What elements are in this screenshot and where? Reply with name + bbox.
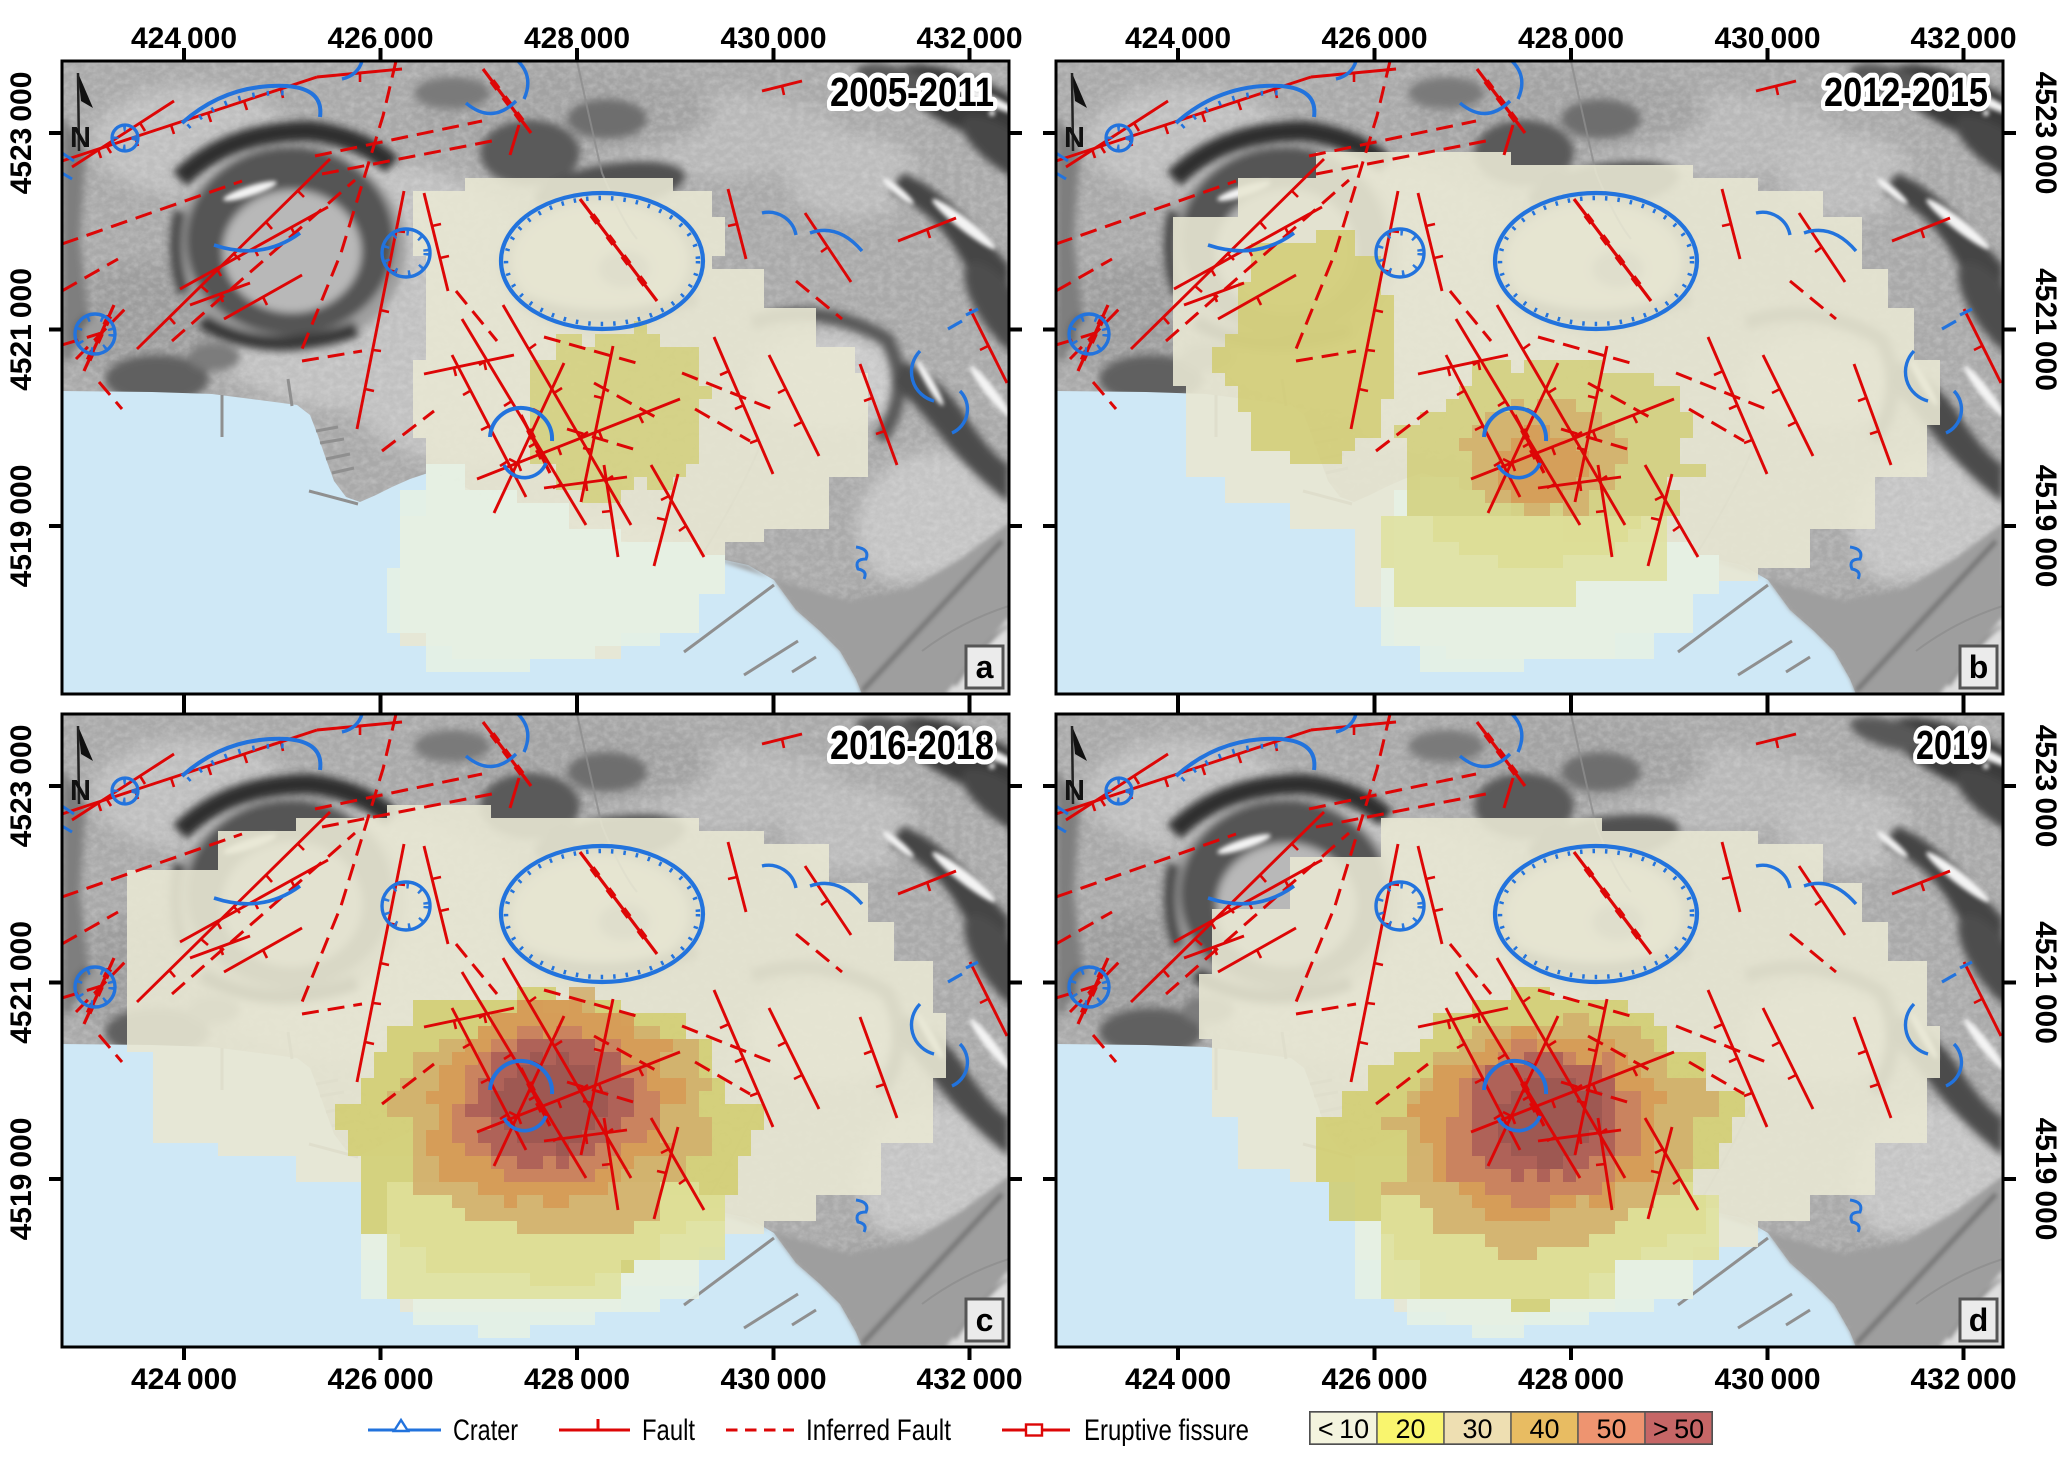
svg-text:428 000: 428 000: [524, 1363, 630, 1396]
svg-text:424 000: 424 000: [1125, 1363, 1231, 1396]
svg-text:4519 000: 4519 000: [2029, 465, 2062, 588]
svg-text:430 000: 430 000: [720, 1363, 826, 1396]
svg-text:a: a: [976, 649, 994, 685]
svg-text:4523 000: 4523 000: [2029, 72, 2062, 195]
svg-text:b: b: [1969, 649, 1989, 685]
svg-text:424 000: 424 000: [131, 22, 237, 55]
svg-text:428 000: 428 000: [524, 22, 630, 55]
svg-text:432 000: 432 000: [916, 1363, 1022, 1396]
svg-text:2016-2018: 2016-2018: [830, 722, 994, 768]
svg-text:432 000: 432 000: [916, 22, 1022, 55]
svg-text:< 10: < 10: [1318, 1414, 1369, 1444]
svg-text:432 000: 432 000: [1910, 1363, 2016, 1396]
svg-text:426 000: 426 000: [327, 22, 433, 55]
svg-text:428 000: 428 000: [1518, 1363, 1624, 1396]
svg-text:424 000: 424 000: [131, 1363, 237, 1396]
svg-text:4521 000: 4521 000: [2029, 268, 2062, 391]
svg-text:> 50: > 50: [1653, 1414, 1704, 1444]
svg-text:40: 40: [1529, 1414, 1559, 1444]
svg-text:432 000: 432 000: [1910, 22, 2016, 55]
svg-text:430 000: 430 000: [720, 22, 826, 55]
svg-text:428 000: 428 000: [1518, 22, 1624, 55]
svg-text:4519 000: 4519 000: [5, 465, 38, 588]
svg-text:50: 50: [1596, 1414, 1626, 1444]
svg-text:Fault: Fault: [642, 1414, 696, 1447]
svg-text:2019: 2019: [1916, 722, 1988, 768]
svg-text:4521 000: 4521 000: [5, 268, 38, 391]
svg-text:4521 000: 4521 000: [5, 921, 38, 1044]
svg-text:426 000: 426 000: [1321, 1363, 1427, 1396]
svg-text:426 000: 426 000: [327, 1363, 433, 1396]
svg-text:30: 30: [1462, 1414, 1492, 1444]
svg-text:2012-2015: 2012-2015: [1824, 69, 1988, 115]
svg-text:4521 000: 4521 000: [2029, 921, 2062, 1044]
svg-text:4523 000: 4523 000: [5, 725, 38, 848]
svg-text:d: d: [1969, 1302, 1989, 1338]
svg-text:20: 20: [1395, 1414, 1425, 1444]
svg-text:4519 000: 4519 000: [5, 1118, 38, 1241]
svg-text:426 000: 426 000: [1321, 22, 1427, 55]
svg-text:4523 000: 4523 000: [2029, 725, 2062, 848]
svg-text:424 000: 424 000: [1125, 22, 1231, 55]
svg-text:Eruptive fissure: Eruptive fissure: [1084, 1414, 1249, 1447]
svg-text:2005-2011: 2005-2011: [830, 69, 994, 115]
svg-text:Crater: Crater: [453, 1414, 518, 1447]
svg-text:4519 000: 4519 000: [2029, 1118, 2062, 1241]
svg-text:430 000: 430 000: [1714, 1363, 1820, 1396]
svg-text:430 000: 430 000: [1714, 22, 1820, 55]
svg-text:Inferred Fault: Inferred Fault: [806, 1414, 952, 1447]
svg-text:4523 000: 4523 000: [5, 72, 38, 195]
svg-text:c: c: [976, 1302, 994, 1338]
